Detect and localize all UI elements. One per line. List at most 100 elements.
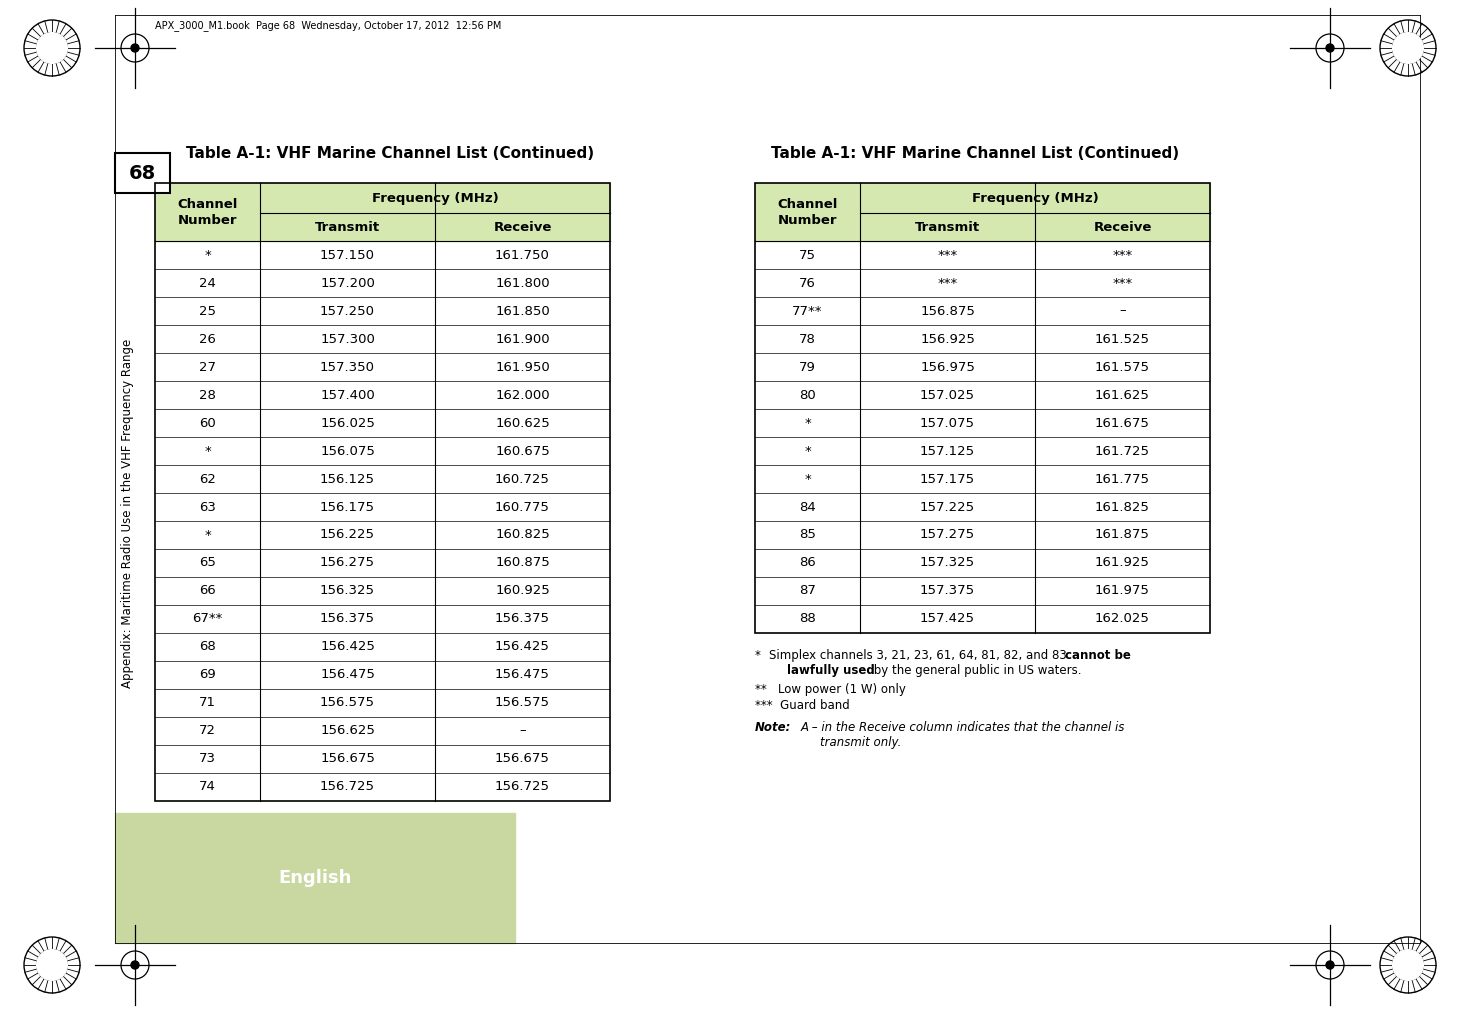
Bar xyxy=(155,269,610,297)
Text: 161.900: 161.900 xyxy=(496,332,550,345)
Text: lawfully used: lawfully used xyxy=(787,664,874,677)
Text: 157.300: 157.300 xyxy=(320,332,374,345)
Text: 78: 78 xyxy=(800,332,816,345)
Text: A – in the Receive column indicates that the channel is: A – in the Receive column indicates that… xyxy=(801,721,1126,734)
Text: 73: 73 xyxy=(199,753,216,766)
Text: 85: 85 xyxy=(800,529,816,542)
Text: 160.925: 160.925 xyxy=(496,585,550,598)
Bar xyxy=(155,409,610,437)
Text: 156.425: 156.425 xyxy=(320,640,374,653)
Text: Note:: Note: xyxy=(754,721,791,734)
Bar xyxy=(155,549,610,577)
Bar xyxy=(754,353,1211,381)
Text: 161.925: 161.925 xyxy=(1095,556,1151,569)
Text: 87: 87 xyxy=(800,585,816,598)
Text: 156.625: 156.625 xyxy=(320,724,374,737)
Circle shape xyxy=(37,32,67,64)
Bar xyxy=(754,409,1211,437)
Text: *: * xyxy=(205,248,211,261)
Text: 157.075: 157.075 xyxy=(920,416,975,430)
Bar xyxy=(754,183,860,241)
Bar xyxy=(754,241,1211,269)
Text: 25: 25 xyxy=(199,305,216,317)
Text: Channel
Number: Channel Number xyxy=(177,198,238,227)
Text: *: * xyxy=(205,529,211,542)
Text: 162.025: 162.025 xyxy=(1095,613,1151,625)
Text: 71: 71 xyxy=(199,697,216,709)
Bar xyxy=(754,493,1211,521)
Bar xyxy=(155,465,610,493)
Text: 161.850: 161.850 xyxy=(496,305,550,317)
Text: 60: 60 xyxy=(199,416,216,430)
Text: ***: *** xyxy=(1113,248,1133,261)
Text: transmit only.: transmit only. xyxy=(820,736,902,749)
Text: Receive: Receive xyxy=(493,221,551,234)
Bar xyxy=(155,183,610,801)
Text: 156.725: 156.725 xyxy=(320,780,374,793)
Bar xyxy=(754,521,1211,549)
Text: **   Low power (1 W) only: ** Low power (1 W) only xyxy=(754,683,906,696)
Circle shape xyxy=(37,32,67,64)
Text: Table A-1: VHF Marine Channel List (Continued): Table A-1: VHF Marine Channel List (Cont… xyxy=(770,146,1178,160)
Text: 69: 69 xyxy=(199,669,216,682)
Bar xyxy=(860,183,1211,213)
Bar xyxy=(260,213,610,241)
Text: 79: 79 xyxy=(800,361,816,374)
Text: 157.175: 157.175 xyxy=(920,472,975,485)
Circle shape xyxy=(132,44,139,52)
Bar xyxy=(754,549,1211,577)
Text: Frequency (MHz): Frequency (MHz) xyxy=(972,191,1098,205)
Bar xyxy=(155,521,610,549)
Text: 157.375: 157.375 xyxy=(920,585,975,598)
Text: *: * xyxy=(804,416,811,430)
Text: 156.025: 156.025 xyxy=(320,416,374,430)
Text: 157.250: 157.250 xyxy=(320,305,374,317)
Bar xyxy=(260,183,610,213)
Text: 157.025: 157.025 xyxy=(920,389,975,401)
Text: Table A-1: VHF Marine Channel List (Continued): Table A-1: VHF Marine Channel List (Cont… xyxy=(186,146,594,160)
Text: 157.150: 157.150 xyxy=(320,248,374,261)
Text: 157.125: 157.125 xyxy=(920,445,975,458)
Text: 161.825: 161.825 xyxy=(1095,500,1151,514)
Bar xyxy=(754,381,1211,409)
Text: 160.625: 160.625 xyxy=(496,416,550,430)
Text: Transmit: Transmit xyxy=(314,221,380,234)
Text: English: English xyxy=(278,869,352,887)
Bar xyxy=(115,153,170,193)
Bar xyxy=(155,689,610,717)
Bar xyxy=(155,717,610,745)
Bar xyxy=(754,465,1211,493)
Text: 62: 62 xyxy=(199,472,216,485)
Text: 156.675: 156.675 xyxy=(496,753,550,766)
Text: 156.125: 156.125 xyxy=(320,472,374,485)
Text: ***: *** xyxy=(1113,277,1133,290)
Text: 160.825: 160.825 xyxy=(496,529,550,542)
Text: 156.725: 156.725 xyxy=(496,780,550,793)
Bar xyxy=(754,605,1211,633)
Text: 162.000: 162.000 xyxy=(496,389,550,401)
Text: 157.425: 157.425 xyxy=(920,613,975,625)
Text: ***: *** xyxy=(937,248,958,261)
Text: 68: 68 xyxy=(199,640,216,653)
Text: ***  Guard band: *** Guard band xyxy=(754,699,849,712)
Text: Channel
Number: Channel Number xyxy=(778,198,838,227)
Text: 160.775: 160.775 xyxy=(496,500,550,514)
Text: 156.225: 156.225 xyxy=(320,529,374,542)
Text: 161.725: 161.725 xyxy=(1095,445,1151,458)
Text: 88: 88 xyxy=(800,613,816,625)
Text: 76: 76 xyxy=(800,277,816,290)
Text: Appendix: Maritime Radio Use in the VHF Frequency Range: Appendix: Maritime Radio Use in the VHF … xyxy=(121,338,135,688)
Text: 156.975: 156.975 xyxy=(920,361,975,374)
Text: 157.275: 157.275 xyxy=(920,529,975,542)
Circle shape xyxy=(1326,961,1333,969)
Circle shape xyxy=(132,961,139,969)
Circle shape xyxy=(37,949,67,981)
Text: 161.800: 161.800 xyxy=(496,277,550,290)
Text: 157.200: 157.200 xyxy=(320,277,374,290)
Text: 156.575: 156.575 xyxy=(320,697,374,709)
Bar xyxy=(155,773,610,801)
Bar xyxy=(155,745,610,773)
Text: 84: 84 xyxy=(800,500,816,514)
Text: 156.375: 156.375 xyxy=(496,613,550,625)
Bar xyxy=(115,153,170,193)
